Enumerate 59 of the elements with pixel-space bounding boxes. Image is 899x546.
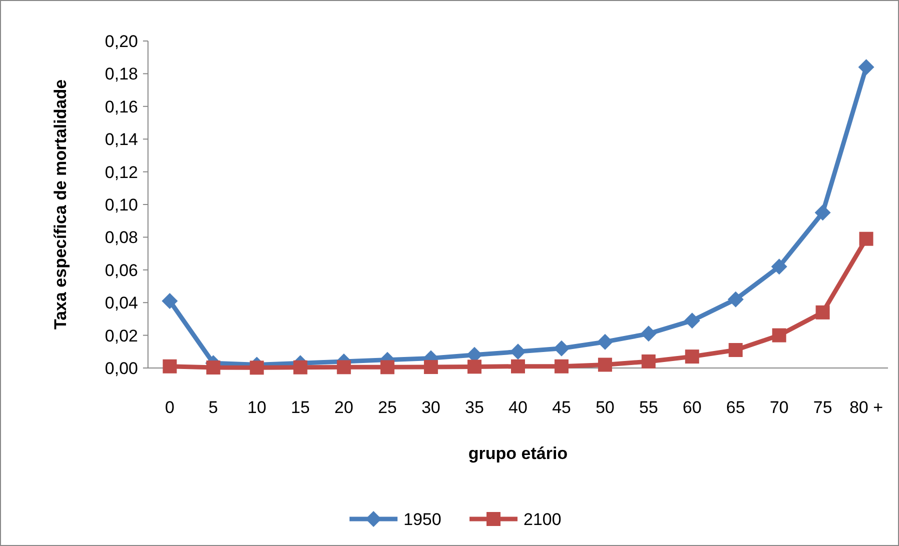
point bbox=[380, 360, 394, 374]
point bbox=[511, 359, 525, 374]
point bbox=[206, 360, 220, 375]
point bbox=[640, 326, 657, 342]
point bbox=[554, 340, 570, 356]
point bbox=[598, 358, 612, 372]
legend-label: 2100 bbox=[524, 510, 562, 529]
x-tick-label: 20 bbox=[334, 398, 354, 417]
y-tick-label: 0,06 bbox=[104, 260, 138, 280]
y-tick-label: 0,18 bbox=[104, 64, 138, 84]
y-tick-label: 0,14 bbox=[104, 130, 138, 150]
x-tick-label: 10 bbox=[247, 398, 266, 417]
x-axis-title: grupo etário bbox=[468, 444, 568, 463]
point bbox=[684, 312, 700, 329]
y-tick-label: 0,00 bbox=[104, 358, 138, 378]
point bbox=[510, 344, 526, 360]
x-tick-label: 60 bbox=[682, 398, 702, 417]
legend-label: 1950 bbox=[404, 510, 442, 529]
y-tick-label: 0,08 bbox=[104, 228, 138, 248]
x-tick-label: 65 bbox=[726, 398, 746, 417]
x-tick-label: 25 bbox=[378, 398, 397, 417]
y-tick-label: 0,02 bbox=[104, 326, 138, 346]
x-tick-label: 50 bbox=[596, 398, 615, 417]
point bbox=[250, 360, 264, 375]
point bbox=[424, 360, 438, 374]
x-tick-label: 40 bbox=[508, 398, 528, 417]
point bbox=[814, 204, 831, 221]
x-tick-label: 30 bbox=[421, 398, 440, 417]
point bbox=[336, 360, 351, 374]
y-tick-label: 0,10 bbox=[104, 195, 138, 214]
x-tick-label: 80 + bbox=[849, 398, 884, 417]
point bbox=[728, 291, 744, 308]
point bbox=[685, 350, 700, 364]
x-tick-label: 70 bbox=[770, 398, 789, 417]
point bbox=[859, 232, 874, 246]
point bbox=[728, 343, 743, 358]
point bbox=[467, 360, 482, 374]
x-tick-label: 5 bbox=[208, 398, 218, 417]
point bbox=[597, 334, 614, 350]
point bbox=[162, 292, 178, 309]
y-axis-title: Taxa específica de mortalidade bbox=[51, 79, 70, 330]
y-tick-label: 0,20 bbox=[104, 32, 138, 51]
point bbox=[858, 59, 874, 76]
y-tick-label: 0,16 bbox=[104, 97, 138, 116]
x-tick-label: 15 bbox=[290, 398, 310, 417]
x-tick-label: 75 bbox=[813, 398, 832, 417]
point bbox=[771, 258, 788, 275]
y-tick-label: 0,12 bbox=[104, 162, 138, 182]
x-tick-label: 45 bbox=[552, 398, 571, 417]
point bbox=[816, 305, 830, 320]
x-tick-label: 0 bbox=[165, 398, 174, 417]
point bbox=[162, 359, 177, 374]
x-tick-label: 35 bbox=[465, 398, 484, 417]
point bbox=[293, 360, 308, 374]
x-tick-label: 55 bbox=[639, 398, 658, 417]
point bbox=[642, 354, 656, 368]
y-tick-label: 0,04 bbox=[104, 294, 138, 313]
point bbox=[554, 359, 569, 374]
point bbox=[772, 328, 786, 342]
